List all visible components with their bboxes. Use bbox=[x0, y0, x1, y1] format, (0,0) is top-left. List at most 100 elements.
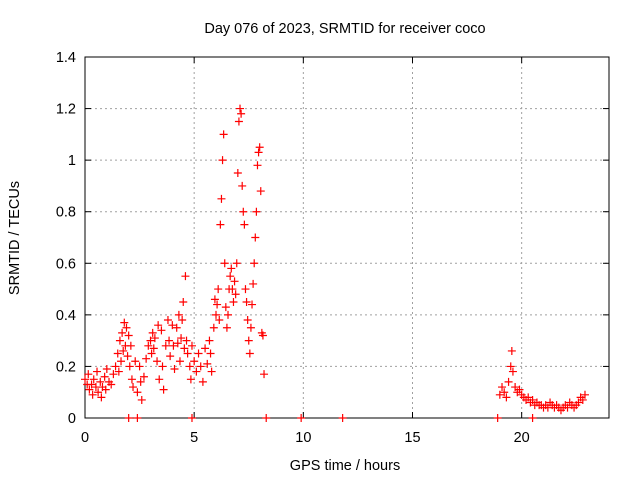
data-point bbox=[239, 207, 248, 216]
data-point bbox=[161, 341, 170, 350]
data-point bbox=[181, 272, 190, 281]
data-point bbox=[84, 370, 93, 379]
data-point bbox=[118, 328, 127, 337]
data-point bbox=[142, 354, 151, 363]
data-point bbox=[196, 362, 205, 371]
data-point bbox=[241, 285, 250, 294]
y-tick-label: 0 bbox=[68, 411, 76, 427]
data-point bbox=[88, 390, 97, 399]
x-tick-label: 20 bbox=[514, 430, 530, 446]
data-point bbox=[212, 310, 220, 319]
data-point bbox=[192, 367, 201, 376]
data-point bbox=[243, 316, 252, 325]
data-point bbox=[115, 336, 124, 345]
data-point bbox=[154, 321, 163, 330]
data-point bbox=[182, 336, 191, 345]
x-tick-label: 10 bbox=[295, 430, 311, 446]
data-point bbox=[515, 385, 524, 394]
data-point bbox=[94, 388, 103, 397]
data-point bbox=[214, 285, 223, 294]
data-point bbox=[148, 328, 157, 337]
data-point bbox=[102, 365, 111, 374]
data-point bbox=[125, 362, 134, 371]
data-point bbox=[127, 375, 136, 384]
data-point bbox=[133, 414, 142, 422]
data-point bbox=[120, 318, 129, 327]
data-point bbox=[123, 352, 132, 361]
data-point bbox=[511, 383, 520, 392]
data-point bbox=[215, 316, 224, 325]
data-point bbox=[230, 277, 239, 286]
data-point bbox=[507, 346, 516, 355]
data-point bbox=[203, 359, 212, 368]
data-point bbox=[238, 181, 247, 190]
y-tick-label: 0.2 bbox=[56, 359, 76, 375]
data-point bbox=[165, 336, 174, 345]
data-point bbox=[206, 349, 215, 358]
data-point bbox=[234, 117, 243, 126]
data-point bbox=[96, 377, 105, 386]
data-point bbox=[253, 161, 262, 170]
data-point bbox=[119, 346, 128, 355]
data-point bbox=[209, 323, 218, 332]
data-point bbox=[250, 259, 259, 268]
x-tick-label: 15 bbox=[404, 430, 420, 446]
y-tick-label: 0.8 bbox=[56, 205, 76, 221]
grid-lines bbox=[85, 57, 609, 418]
data-point bbox=[502, 393, 511, 402]
data-point bbox=[180, 344, 189, 353]
data-point bbox=[153, 357, 162, 366]
data-point bbox=[578, 395, 587, 404]
x-axis-label: GPS time / hours bbox=[290, 458, 400, 474]
data-points bbox=[81, 104, 589, 422]
data-point bbox=[150, 334, 159, 343]
data-point bbox=[135, 362, 144, 371]
plot-frame bbox=[84, 56, 610, 419]
data-point bbox=[508, 367, 517, 376]
y-tick-label: 1 bbox=[68, 153, 76, 169]
data-point bbox=[205, 336, 214, 345]
data-point bbox=[198, 377, 207, 386]
data-point bbox=[113, 349, 122, 358]
data-point bbox=[144, 341, 153, 350]
x-tick-label: 5 bbox=[190, 430, 198, 446]
data-point bbox=[240, 220, 249, 229]
data-point bbox=[85, 385, 94, 394]
y-tick-label: 0.4 bbox=[56, 308, 76, 324]
data-point bbox=[216, 220, 225, 229]
data-point bbox=[251, 233, 260, 242]
data-point bbox=[187, 414, 196, 422]
data-point bbox=[248, 300, 257, 309]
data-point bbox=[226, 272, 235, 281]
data-point bbox=[179, 297, 188, 306]
data-point bbox=[500, 388, 509, 397]
data-point bbox=[255, 143, 264, 152]
data-point bbox=[124, 414, 133, 422]
data-point bbox=[254, 148, 263, 157]
data-point bbox=[194, 349, 203, 358]
data-point bbox=[159, 385, 168, 394]
data-point bbox=[219, 130, 228, 139]
data-point bbox=[190, 357, 199, 366]
y-tick-label: 0.6 bbox=[56, 256, 76, 272]
data-point bbox=[122, 323, 131, 332]
data-point bbox=[495, 390, 504, 399]
data-point bbox=[528, 395, 537, 404]
data-point bbox=[224, 310, 233, 319]
data-point bbox=[260, 370, 269, 379]
data-point bbox=[87, 380, 96, 389]
data-point bbox=[133, 388, 142, 397]
data-point bbox=[244, 336, 253, 345]
data-point bbox=[580, 390, 589, 399]
data-point bbox=[109, 370, 118, 379]
data-point bbox=[178, 316, 187, 325]
data-point bbox=[158, 362, 167, 371]
data-point bbox=[493, 414, 502, 422]
data-point bbox=[157, 326, 166, 335]
data-point bbox=[504, 377, 513, 386]
data-point bbox=[207, 367, 216, 376]
data-point bbox=[177, 334, 186, 343]
x-tick-label: 0 bbox=[81, 430, 89, 446]
data-point bbox=[528, 414, 537, 422]
